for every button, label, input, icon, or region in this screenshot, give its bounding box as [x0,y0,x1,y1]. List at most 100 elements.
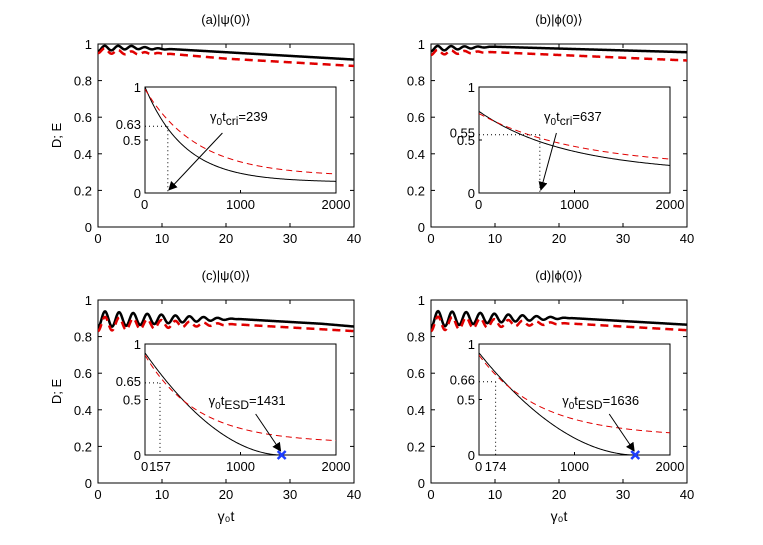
x-tick-label: 40 [347,231,361,246]
y-tick-label: 0.6 [74,366,92,381]
inset-y-tick-label: 1 [468,337,475,352]
y-tick-label: 0.4 [74,403,92,418]
y-tick-label: 1 [85,37,92,52]
main-series [98,309,354,333]
y-axis-label: D; E [49,123,64,149]
esd-marker-stroke [276,450,287,460]
inset-crossing-value: 0.55 [450,126,475,141]
annotation-mid: t [574,393,578,408]
inset-y-tick-label: 1 [134,80,141,95]
inset-x-tick-label: 1000 [560,197,589,212]
esd-marker-stroke [630,450,641,460]
x-tick-label: 40 [680,231,694,246]
inset-line-red [479,354,670,434]
panel-title: (a)|ψ(0)⟩ [201,12,251,27]
inset-crossing-value: 0.65 [116,374,141,389]
series-line-red [431,315,687,333]
inset-series [145,352,336,455]
x-tick-label: 10 [488,231,502,246]
x-tick-label: 40 [680,487,694,502]
y-tick-label: 0 [85,476,92,491]
inset-line-red [145,354,336,442]
annotation-sub2: cri [226,114,239,128]
inset-frame [144,86,337,194]
annotation-mid: t [221,393,225,408]
y-tick-label: 0.8 [74,74,92,89]
annotation-sub2: cri [560,114,573,128]
x-tick-label: 0 [427,231,434,246]
inset-x-tick-label: 1000 [226,197,255,212]
y-tick-label: 0 [85,220,92,235]
x-tick-label: 30 [616,487,630,502]
y-axis-label: D; E [49,379,64,405]
panel-title: (b)|ϕ(0)⟩ [535,12,583,27]
inset-crossing-time: 174 [485,459,507,474]
annotation-base: γ [562,393,569,408]
series-line-black [98,309,354,329]
inset-crossing-time: 157 [149,459,171,474]
inset-line-black [479,352,670,455]
inset-y-tick-label: 0.5 [457,393,475,408]
inset-y-tick-label: 0.5 [457,133,475,148]
inset-line-black [145,352,336,455]
inset-y-tick-label: 0.5 [123,133,141,148]
inset-annotation: γ0tcri=239 [210,109,268,128]
x-tick-label: 20 [219,487,233,502]
x-tick-label: 30 [616,231,630,246]
inset-x-tick-label: 2000 [322,459,351,474]
annotation-arrow [168,132,223,191]
annotation-sub2: ESD [224,398,249,412]
x-tick-label: 0 [94,231,101,246]
series-line-black [98,44,354,61]
inset-x-tick-label: 0 [475,459,482,474]
inset-x-tick-label: 2000 [322,197,351,212]
inset-x-tick-label: 0 [141,459,148,474]
inset-line-black [479,110,670,166]
series-line-red [98,47,354,68]
x-tick-label: 30 [283,487,297,502]
annotation-sub: 0 [217,117,223,128]
series-line-black [431,44,687,54]
annotation-value: =637 [572,109,601,124]
main-series [431,44,687,62]
annotation-arrow [608,413,635,452]
y-tick-label: 0.8 [407,330,425,345]
x-tick-label: 0 [94,487,101,502]
y-tick-label: 0.4 [407,147,425,162]
x-axis-label: γ₀t [551,508,568,524]
inset-y-tick-label: 1 [134,337,141,352]
inset-annotation: γ0tESD=1431 [209,393,286,412]
y-tick-label: 0 [418,476,425,491]
y-tick-label: 0.2 [74,183,92,198]
esd-marker [276,450,287,460]
inset-x-tick-label: 0 [475,197,482,212]
inset-y-tick-label: 1 [468,80,475,95]
annotation-mid: t [222,109,226,124]
inset-y-tick-label: 0.5 [123,393,141,408]
inset-series [479,352,670,455]
inset-annotation: γ0tcri=637 [544,109,602,128]
x-tick-label: 20 [552,231,566,246]
main-series [431,309,687,333]
annotation-mid: t [556,109,560,124]
y-tick-label: 0.2 [407,439,425,454]
inset-x-tick-label: 0 [141,197,148,212]
inset-y-tick-label: 0 [468,448,475,463]
x-tick-label: 20 [219,231,233,246]
y-tick-label: 0.4 [74,147,92,162]
x-tick-label: 30 [283,231,297,246]
inset-line-black [145,87,336,182]
inset-y-tick-label: 0 [468,186,475,201]
y-tick-label: 0.2 [407,183,425,198]
y-tick-label: 0.6 [407,110,425,125]
x-axis-label: γ₀t [218,508,235,524]
series-line-red [98,315,354,333]
annotation-sub: 0 [551,117,557,128]
annotation-base: γ [209,393,216,408]
